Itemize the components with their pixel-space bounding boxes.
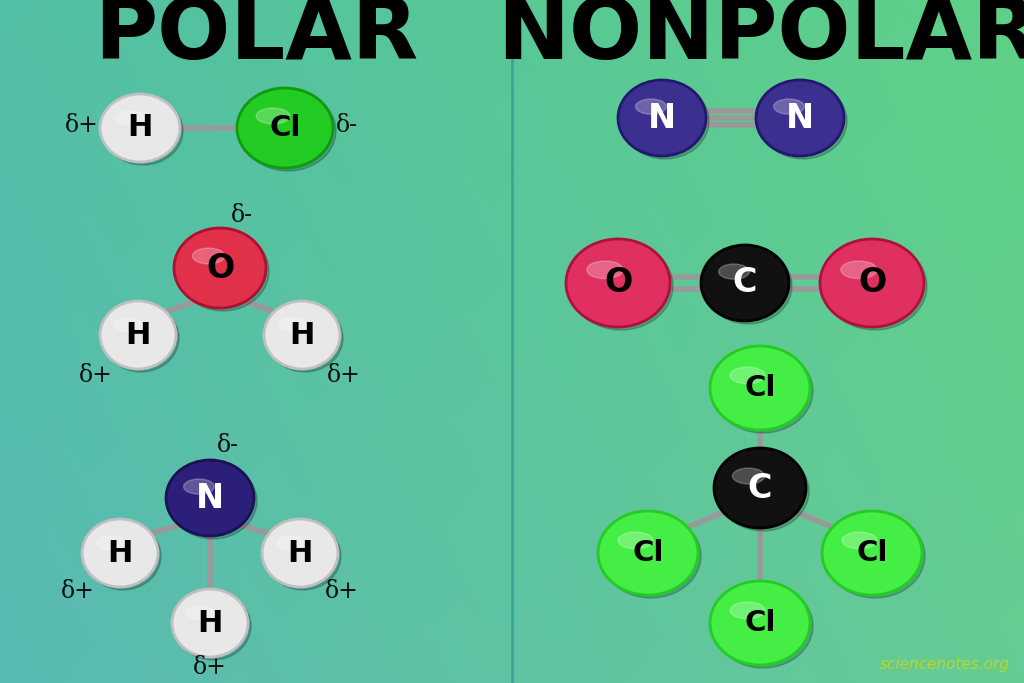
Ellipse shape bbox=[719, 264, 750, 279]
Text: δ+: δ+ bbox=[325, 579, 359, 602]
Ellipse shape bbox=[730, 367, 765, 384]
Text: O: O bbox=[858, 266, 886, 300]
Ellipse shape bbox=[759, 83, 847, 159]
Ellipse shape bbox=[714, 448, 806, 528]
Text: H: H bbox=[288, 538, 312, 568]
Ellipse shape bbox=[732, 468, 765, 484]
Ellipse shape bbox=[174, 228, 266, 308]
Text: δ+: δ+ bbox=[79, 363, 113, 387]
Ellipse shape bbox=[820, 239, 924, 327]
Ellipse shape bbox=[103, 97, 183, 165]
Ellipse shape bbox=[825, 514, 925, 598]
Ellipse shape bbox=[598, 511, 698, 595]
Ellipse shape bbox=[169, 463, 257, 539]
Ellipse shape bbox=[601, 514, 701, 598]
Ellipse shape bbox=[85, 522, 161, 590]
Ellipse shape bbox=[701, 245, 790, 321]
Ellipse shape bbox=[100, 301, 176, 369]
Text: δ+: δ+ bbox=[61, 579, 95, 602]
Ellipse shape bbox=[193, 248, 224, 264]
Ellipse shape bbox=[100, 94, 180, 162]
Text: N: N bbox=[196, 482, 224, 514]
Ellipse shape bbox=[177, 231, 269, 311]
Text: NONPOLAR: NONPOLAR bbox=[498, 0, 1024, 76]
Text: Cl: Cl bbox=[856, 539, 888, 567]
Text: δ+: δ+ bbox=[194, 656, 227, 678]
Text: N: N bbox=[786, 102, 814, 135]
Ellipse shape bbox=[280, 318, 306, 332]
Ellipse shape bbox=[175, 592, 251, 660]
Text: H: H bbox=[290, 320, 314, 350]
Ellipse shape bbox=[710, 581, 810, 665]
Ellipse shape bbox=[587, 261, 624, 279]
Ellipse shape bbox=[621, 83, 709, 159]
Ellipse shape bbox=[773, 99, 805, 114]
Text: C: C bbox=[733, 266, 758, 300]
Ellipse shape bbox=[256, 108, 290, 124]
Text: H: H bbox=[198, 609, 222, 637]
Ellipse shape bbox=[730, 602, 765, 619]
Ellipse shape bbox=[116, 111, 144, 124]
Text: O: O bbox=[206, 251, 234, 285]
Ellipse shape bbox=[566, 239, 670, 327]
Text: Cl: Cl bbox=[269, 114, 301, 142]
Ellipse shape bbox=[264, 301, 340, 369]
Text: δ-: δ- bbox=[217, 434, 239, 458]
Text: δ-: δ- bbox=[336, 113, 358, 137]
Text: sciencenotes.org: sciencenotes.org bbox=[880, 658, 1010, 673]
Ellipse shape bbox=[569, 242, 673, 330]
Ellipse shape bbox=[267, 304, 343, 372]
Ellipse shape bbox=[265, 522, 341, 590]
Ellipse shape bbox=[710, 346, 810, 430]
Ellipse shape bbox=[187, 606, 214, 619]
Ellipse shape bbox=[841, 261, 878, 279]
Ellipse shape bbox=[713, 349, 813, 433]
Text: H: H bbox=[127, 113, 153, 143]
Ellipse shape bbox=[183, 479, 214, 494]
Ellipse shape bbox=[618, 532, 653, 549]
Text: Cl: Cl bbox=[744, 609, 776, 637]
Ellipse shape bbox=[713, 584, 813, 668]
Ellipse shape bbox=[240, 91, 336, 171]
Text: δ+: δ+ bbox=[66, 113, 99, 137]
Ellipse shape bbox=[278, 536, 304, 550]
Text: O: O bbox=[604, 266, 632, 300]
Ellipse shape bbox=[618, 80, 706, 156]
Ellipse shape bbox=[717, 451, 809, 531]
Ellipse shape bbox=[237, 88, 333, 168]
Ellipse shape bbox=[262, 519, 338, 587]
Text: H: H bbox=[125, 320, 151, 350]
Ellipse shape bbox=[842, 532, 877, 549]
Text: C: C bbox=[748, 471, 772, 505]
Ellipse shape bbox=[166, 460, 254, 536]
Ellipse shape bbox=[172, 589, 248, 657]
Text: δ-: δ- bbox=[231, 204, 253, 227]
Ellipse shape bbox=[82, 519, 158, 587]
Text: Cl: Cl bbox=[632, 539, 664, 567]
Text: H: H bbox=[108, 538, 133, 568]
Ellipse shape bbox=[103, 304, 179, 372]
Ellipse shape bbox=[822, 511, 922, 595]
Ellipse shape bbox=[756, 80, 844, 156]
Text: δ+: δ+ bbox=[327, 363, 360, 387]
Ellipse shape bbox=[115, 318, 141, 332]
Ellipse shape bbox=[705, 248, 792, 324]
Ellipse shape bbox=[636, 99, 667, 114]
Text: N: N bbox=[648, 102, 676, 135]
Ellipse shape bbox=[97, 536, 124, 550]
Ellipse shape bbox=[823, 242, 927, 330]
Text: Cl: Cl bbox=[744, 374, 776, 402]
Text: POLAR: POLAR bbox=[94, 0, 418, 76]
